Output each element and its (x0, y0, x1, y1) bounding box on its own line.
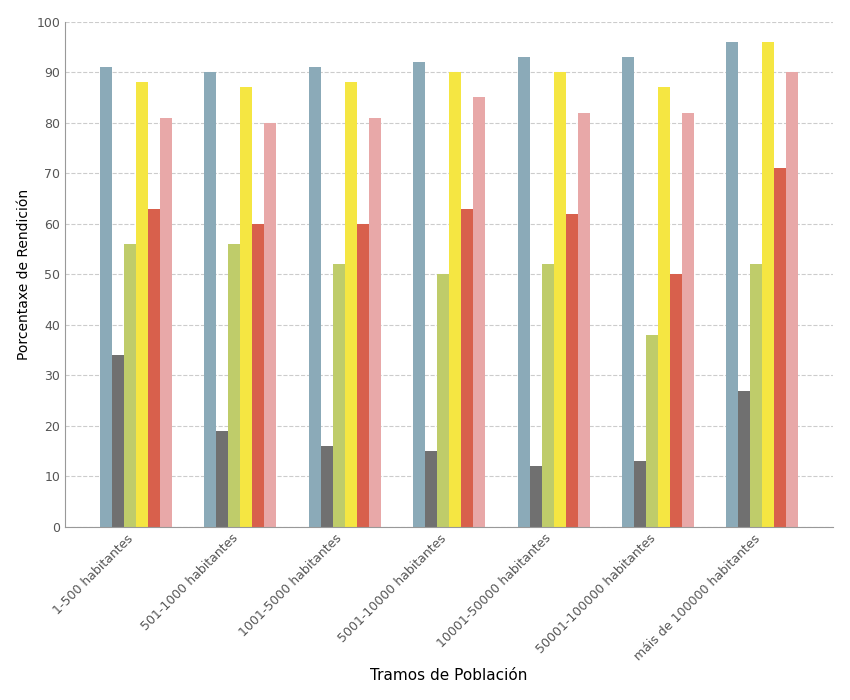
Bar (541, 264, 553, 527)
Bar (762, 42, 774, 527)
Bar (136, 83, 148, 527)
Bar (345, 83, 357, 527)
Bar (241, 88, 252, 527)
Bar (160, 118, 172, 527)
Bar (369, 118, 381, 527)
Bar (553, 72, 565, 527)
Bar (739, 391, 751, 527)
Bar (751, 264, 762, 527)
Bar (646, 335, 658, 527)
Bar (112, 355, 124, 527)
Bar (413, 62, 425, 527)
Bar (437, 274, 449, 527)
Y-axis label: Porcentaxe de Rendición: Porcentaxe de Rendición (17, 189, 31, 360)
Bar (462, 209, 473, 527)
Bar (622, 57, 634, 527)
Bar (786, 72, 798, 527)
Bar (229, 244, 241, 527)
Bar (473, 97, 485, 527)
Bar (727, 42, 739, 527)
Bar (670, 274, 682, 527)
Bar (425, 452, 437, 527)
Bar (124, 244, 136, 527)
Bar (634, 461, 646, 527)
Bar (216, 431, 229, 527)
Bar (148, 209, 160, 527)
Bar (577, 113, 590, 527)
Bar (449, 72, 462, 527)
Bar (682, 113, 694, 527)
X-axis label: Tramos de Población: Tramos de Población (371, 668, 528, 683)
Bar (204, 72, 216, 527)
Bar (100, 67, 112, 527)
Bar (357, 224, 369, 527)
Bar (320, 446, 332, 527)
Bar (774, 168, 786, 527)
Bar (309, 67, 320, 527)
Bar (565, 214, 577, 527)
Bar (264, 122, 276, 527)
Bar (518, 57, 530, 527)
Bar (332, 264, 345, 527)
Bar (530, 466, 541, 527)
Bar (252, 224, 264, 527)
Bar (658, 88, 670, 527)
